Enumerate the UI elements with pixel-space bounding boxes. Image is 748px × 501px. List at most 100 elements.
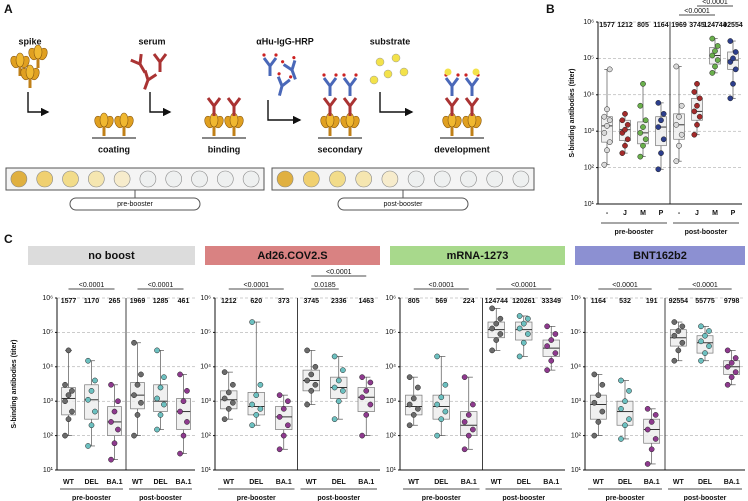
x-tick-label: DEL xyxy=(618,479,633,486)
data-point xyxy=(520,339,527,346)
group-label: post-booster xyxy=(502,495,545,501)
data-point xyxy=(619,150,626,156)
data-point xyxy=(679,323,686,330)
x-tick-label: DEL xyxy=(85,479,100,486)
data-point xyxy=(69,408,75,415)
data-point xyxy=(618,405,624,412)
data-point xyxy=(712,48,718,54)
data-point xyxy=(694,121,700,128)
data-point xyxy=(516,353,523,360)
panel-header xyxy=(205,246,380,265)
data-point xyxy=(335,377,342,384)
well xyxy=(242,170,260,188)
data-point xyxy=(552,350,559,356)
well xyxy=(407,170,425,188)
data-point xyxy=(131,432,137,439)
data-point xyxy=(622,126,628,133)
data-point xyxy=(285,398,291,405)
data-point xyxy=(304,347,310,354)
gmt-label: 92554 xyxy=(723,22,743,29)
data-point xyxy=(606,66,613,73)
data-point xyxy=(601,161,608,168)
x-tick-label: DEL xyxy=(698,479,713,486)
y-tick-label: 10¹ xyxy=(201,467,212,474)
group-label: pre-booster xyxy=(72,495,111,501)
gmt-label: 461 xyxy=(178,298,190,305)
data-point xyxy=(177,450,183,457)
gmt-label: 1577 xyxy=(599,22,615,29)
data-point xyxy=(367,401,374,408)
y-tick-label: 10¹ xyxy=(386,467,397,474)
data-point xyxy=(304,401,310,408)
data-point xyxy=(131,392,137,398)
data-point xyxy=(225,389,232,396)
data-point xyxy=(363,412,370,418)
panel-header xyxy=(575,246,745,265)
data-point xyxy=(461,374,468,381)
x-tick-label: WT xyxy=(132,479,144,486)
panel-title: mRNA-1273 xyxy=(447,250,509,262)
panel-header xyxy=(390,246,565,265)
data-point xyxy=(626,387,632,394)
y-tick-label: 10³ xyxy=(386,398,397,405)
data-point xyxy=(673,121,680,128)
data-point xyxy=(280,405,287,412)
data-point xyxy=(728,360,735,366)
data-point xyxy=(363,387,370,394)
data-point xyxy=(88,422,95,429)
data-point xyxy=(706,328,712,334)
data-point xyxy=(154,347,160,354)
data-point xyxy=(694,102,700,109)
data-point xyxy=(115,426,121,433)
x-tick-label: - xyxy=(678,210,681,217)
gmt-label: 532 xyxy=(619,298,631,305)
y-tick-label: 10⁵ xyxy=(385,329,396,336)
gmt-label: 1212 xyxy=(617,22,633,29)
data-point xyxy=(732,49,739,55)
panel-title: BNT162b2 xyxy=(633,250,687,262)
group-label: post-booster xyxy=(139,495,182,501)
x-tick-label: - xyxy=(606,210,609,217)
well xyxy=(113,170,131,188)
data-point xyxy=(92,408,98,415)
data-point xyxy=(359,432,365,439)
data-point xyxy=(709,52,716,59)
data-point xyxy=(712,63,718,70)
x-tick-label: BA.1 xyxy=(724,479,740,486)
gmt-label: 1212 xyxy=(221,298,237,305)
data-point xyxy=(221,416,228,423)
y-tick-label: 10³ xyxy=(571,398,582,405)
data-point xyxy=(415,384,421,391)
data-point xyxy=(604,123,610,129)
data-point xyxy=(606,117,613,124)
data-point xyxy=(714,43,721,49)
x-tick-label: WT xyxy=(593,479,605,486)
data-point xyxy=(85,357,91,364)
panel-header xyxy=(28,246,195,265)
x-tick-label: DEL xyxy=(517,479,532,486)
data-point xyxy=(604,106,610,113)
well xyxy=(433,170,451,188)
gmt-label: 1969 xyxy=(671,22,687,29)
data-point xyxy=(599,381,606,388)
data-point xyxy=(312,363,319,370)
data-point xyxy=(406,401,413,408)
box xyxy=(673,113,685,140)
data-point xyxy=(62,398,68,405)
significance-label: <0.0001 xyxy=(326,269,352,276)
data-point xyxy=(679,339,686,346)
data-point xyxy=(134,381,141,388)
data-point xyxy=(709,35,716,42)
data-point xyxy=(691,89,698,95)
data-point xyxy=(637,153,644,160)
data-point xyxy=(331,416,338,423)
gmt-label: 55775 xyxy=(695,298,715,305)
data-point xyxy=(257,405,264,412)
data-point xyxy=(525,315,531,322)
data-point xyxy=(696,113,703,120)
data-point xyxy=(637,102,644,109)
x-tick-label: BA.1 xyxy=(358,479,374,486)
panel-label: A xyxy=(4,2,13,16)
data-point xyxy=(724,363,731,370)
data-point xyxy=(727,95,734,102)
